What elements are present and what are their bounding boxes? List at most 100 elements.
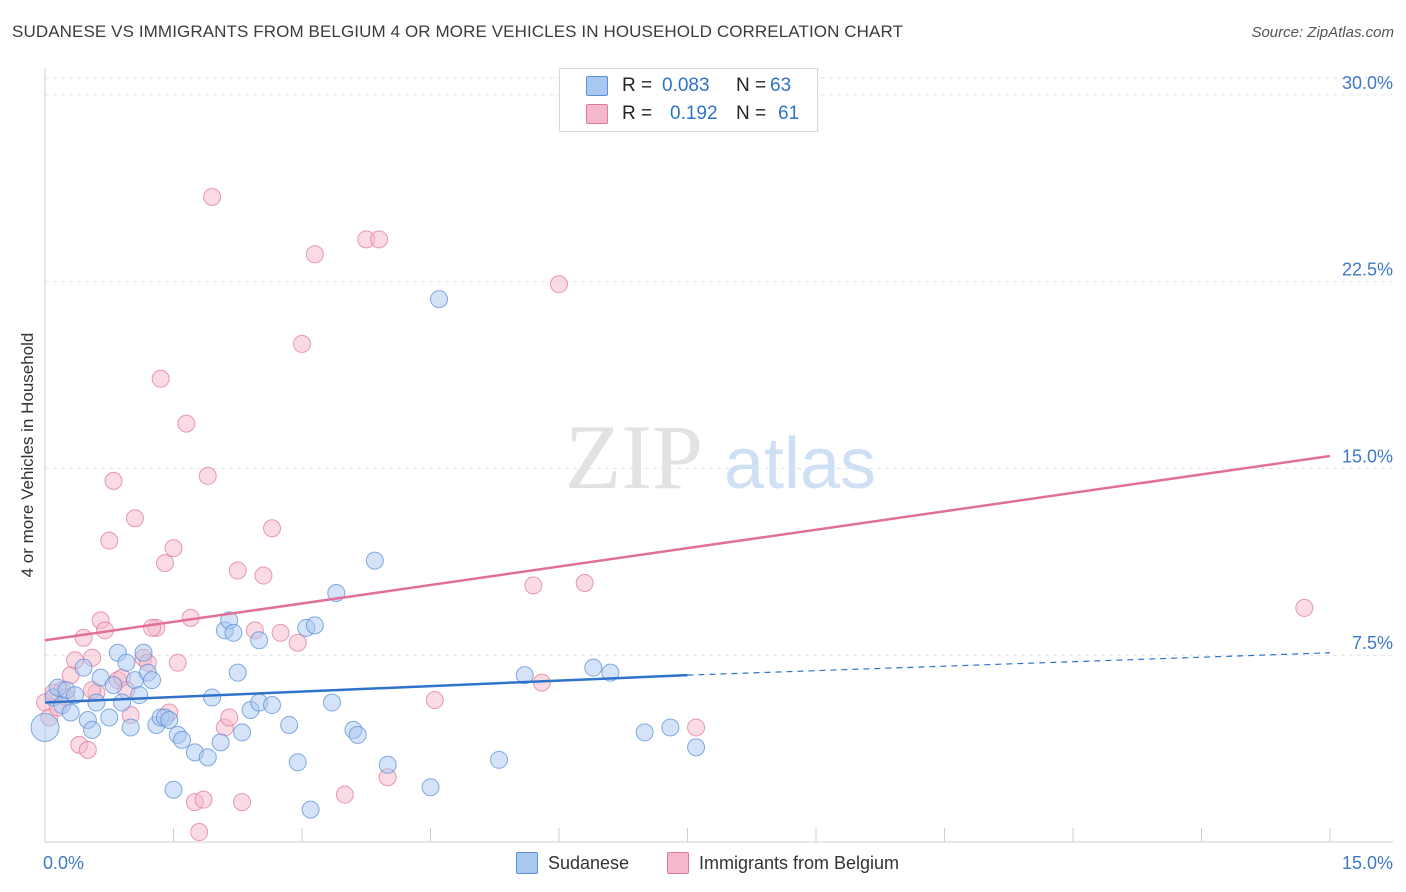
legend-item-sudanese: Sudanese <box>516 852 629 874</box>
sudanese-point <box>584 658 603 677</box>
belgium-point <box>151 369 170 388</box>
belgium-point <box>155 554 174 573</box>
legend-r-value: 0.192 <box>670 103 718 124</box>
watermark-atlas: atlas <box>724 424 876 504</box>
sudanese-point <box>280 715 299 734</box>
x-tick-label: 15.0% <box>1342 853 1393 873</box>
sudanese-point <box>87 693 106 712</box>
sudanese-point <box>365 551 384 570</box>
belgium-point <box>190 823 209 842</box>
belgium-point <box>288 633 307 652</box>
sudanese-point <box>378 755 397 774</box>
sudanese-point <box>160 710 179 729</box>
x-tick-label: 0.0% <box>43 853 84 873</box>
y-tick-label: 15.0% <box>1342 446 1393 466</box>
trend-lines <box>44 454 1331 704</box>
belgium-point <box>550 275 568 294</box>
legend-r-label: R = <box>622 103 653 124</box>
belgium-point <box>254 566 273 585</box>
legend-swatch-sudanese <box>516 852 538 874</box>
legend-row-belgium: R = 0.192 N = 61 <box>586 102 799 126</box>
legend-swatch-sudanese <box>586 76 608 96</box>
chart-title: SUDANESE VS IMMIGRANTS FROM BELGIUM 4 OR… <box>12 22 904 41</box>
sudanese-point <box>263 696 282 715</box>
belgium-point <box>524 576 543 595</box>
sudanese-point <box>515 666 534 685</box>
sudanese-point <box>421 778 440 797</box>
belgium-point <box>177 414 196 433</box>
sudanese-point <box>430 290 449 309</box>
sudanese-point <box>117 653 136 672</box>
belgium-point <box>104 471 123 490</box>
y-tick-label: 22.5% <box>1342 260 1393 280</box>
sudanese-point <box>65 686 84 705</box>
sudanese-point <box>322 693 341 712</box>
legend-label-belgium: Immigrants from Belgium <box>699 852 900 873</box>
legend-row-sudanese: R = 0.083 N = 63 <box>586 74 791 98</box>
sudanese-point <box>121 718 140 737</box>
sudanese-point <box>224 623 243 642</box>
sudanese-point <box>143 671 162 690</box>
belgium-point <box>233 793 252 812</box>
belgium-point <box>305 245 324 264</box>
legend-r-value: 0.083 <box>662 75 710 96</box>
sudanese-point <box>233 723 252 742</box>
sudanese-point <box>490 750 509 769</box>
sudanese-trend-extension <box>687 652 1331 676</box>
legend-swatch-belgium <box>586 104 608 124</box>
belgium-point <box>203 188 222 207</box>
sudanese-point <box>173 730 192 749</box>
belgium-point <box>74 628 93 647</box>
sudanese-point <box>130 686 149 705</box>
data-points <box>30 188 1314 842</box>
belgium-point <box>335 785 354 804</box>
source-label: Source: ZipAtlas.com <box>1251 24 1394 41</box>
sudanese-point <box>250 631 269 650</box>
sudanese-point <box>83 720 102 739</box>
sudanese-point <box>635 723 654 742</box>
legend-item-belgium: Immigrants from Belgium <box>667 852 899 874</box>
tick-labels: 7.5% 15.0% 22.5% 30.0% 0.0% 15.0% <box>43 73 1393 873</box>
belgium-point <box>687 718 706 737</box>
belgium-point <box>370 230 389 249</box>
sudanese-point <box>61 703 80 722</box>
belgium-point <box>164 539 183 558</box>
belgium-point <box>125 509 144 528</box>
sudanese-point <box>305 616 324 635</box>
y-tick-label: 7.5% <box>1352 633 1393 653</box>
sudanese-point <box>100 708 119 727</box>
watermark-zip: ZIP <box>565 406 703 508</box>
sudanese-trend-line <box>44 673 688 704</box>
belgium-point <box>228 561 247 580</box>
correlation-legend: R = 0.083 N = 63 R = 0.192 N = 61 <box>559 68 818 132</box>
sudanese-point <box>30 712 60 742</box>
belgium-point <box>425 691 444 710</box>
sudanese-point <box>104 676 123 695</box>
sudanese-point <box>134 643 153 662</box>
belgium-point <box>220 708 239 727</box>
belgium-point <box>194 790 213 809</box>
gridlines <box>45 77 1393 656</box>
sudanese-point <box>74 658 93 677</box>
series-legend: Sudanese Immigrants from Belgium <box>0 852 1406 876</box>
belgium-point <box>271 623 290 642</box>
sudanese-point <box>198 748 217 767</box>
legend-n-label: N = <box>736 75 767 96</box>
sudanese-point <box>164 780 183 799</box>
sudanese-point <box>288 753 307 772</box>
belgium-point <box>78 740 97 759</box>
sudanese-point <box>687 738 706 757</box>
sudanese-point <box>661 718 680 737</box>
sudanese-point <box>348 725 367 744</box>
legend-n-label: N = <box>736 103 767 124</box>
sudanese-point <box>211 733 230 752</box>
legend-n-value: 61 <box>778 103 800 124</box>
sudanese-point <box>113 693 132 712</box>
legend-n-value: 63 <box>770 75 792 96</box>
y-tick-label: 30.0% <box>1342 73 1393 93</box>
legend-label-sudanese: Sudanese <box>548 852 630 873</box>
legend-r-label: R = <box>622 75 653 96</box>
belgium-trend-line <box>44 454 1331 642</box>
sudanese-point <box>228 663 247 682</box>
